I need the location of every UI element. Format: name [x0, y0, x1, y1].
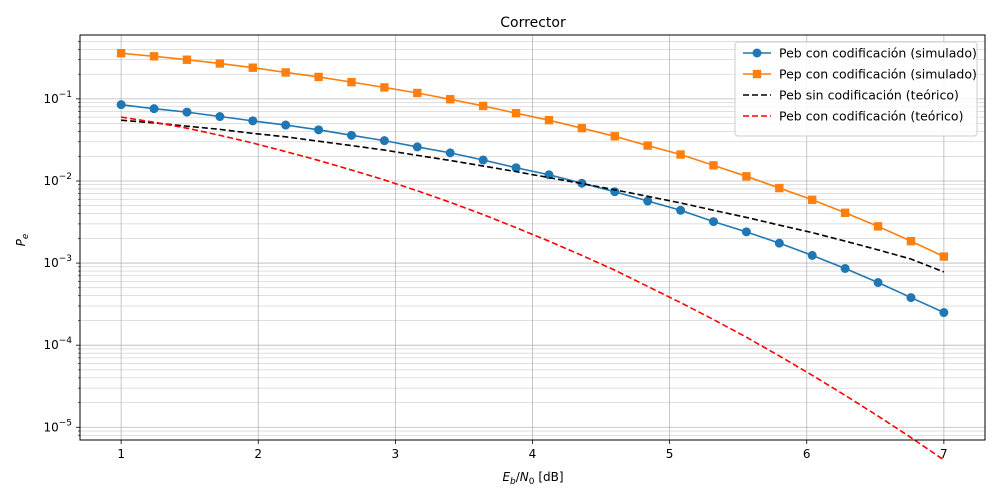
- data-point: [446, 95, 455, 104]
- data-point: [643, 141, 652, 150]
- x-axis-label: Eb/N0 [dB]: [502, 470, 563, 487]
- data-point: [741, 227, 751, 237]
- data-point: [281, 120, 291, 130]
- data-point: [709, 161, 718, 170]
- data-point: [412, 142, 422, 152]
- legend-marker: [752, 48, 762, 58]
- data-point: [577, 123, 587, 133]
- data-point: [676, 150, 685, 159]
- data-point: [873, 222, 883, 231]
- data-point: [445, 148, 455, 158]
- data-point: [182, 55, 192, 64]
- series-layer: [116, 49, 949, 461]
- series-1: [116, 100, 949, 318]
- data-point: [511, 163, 521, 173]
- data-point: [643, 196, 653, 206]
- legend-label: Peb con codificación (simulado): [779, 46, 977, 61]
- y-tick-label: 10−2: [43, 172, 72, 188]
- data-point: [544, 170, 554, 180]
- x-tick-label: 2: [254, 447, 262, 461]
- series-line: [121, 103, 945, 314]
- legend: Peb con codificación (simulado) Pep con c…: [734, 41, 978, 137]
- data-point: [906, 293, 916, 303]
- y-tick-label: 10−1: [43, 90, 72, 106]
- data-point: [873, 278, 883, 288]
- series-line: [121, 116, 945, 461]
- legend-item: Pep con codificación (simulado): [743, 67, 977, 82]
- chart-title: Corrector: [500, 15, 566, 31]
- legend-label: Pep con codificación (simulado): [779, 67, 977, 82]
- x-tick-label: 1: [117, 447, 125, 461]
- data-point: [840, 208, 850, 217]
- data-point: [413, 88, 422, 98]
- series-line: [121, 52, 945, 258]
- data-point: [577, 178, 587, 188]
- x-tick-label: 5: [666, 447, 674, 461]
- x-tick-label: 7: [940, 447, 948, 461]
- x-tick-label: 4: [529, 447, 537, 461]
- ticks: 10−1 10−2 10−3 10−4 10−5 1 2 3 4 5 6 7: [43, 41, 948, 461]
- data-point: [808, 195, 817, 204]
- data-point: [116, 49, 126, 58]
- data-point: [347, 130, 356, 140]
- legend-item: Peb con codificación (teórico): [743, 109, 963, 124]
- data-point: [676, 205, 686, 215]
- y-tick-label: 10−3: [43, 254, 72, 270]
- series-4: [121, 116, 945, 461]
- series-line: [121, 119, 945, 273]
- data-point: [314, 125, 324, 135]
- data-point: [610, 132, 619, 141]
- y-tick-label: 10−5: [43, 418, 72, 434]
- data-point: [248, 116, 258, 126]
- data-point: [314, 72, 323, 82]
- data-point: [281, 68, 290, 77]
- data-point: [380, 83, 389, 92]
- data-point: [742, 172, 751, 181]
- data-point: [116, 100, 126, 110]
- data-point: [774, 238, 784, 248]
- data-point: [544, 116, 554, 125]
- data-point: [511, 108, 521, 118]
- y-tick-label: 10−4: [43, 336, 72, 352]
- data-point: [149, 52, 159, 61]
- y-axis-label: Pe: [14, 233, 31, 246]
- data-point: [215, 112, 225, 122]
- data-point: [840, 263, 850, 273]
- data-point: [906, 236, 916, 246]
- data-point: [939, 252, 949, 261]
- legend-frame: [734, 41, 978, 137]
- data-point: [939, 308, 949, 318]
- data-point: [248, 63, 257, 72]
- legend-label: Peb sin codificación (teórico): [779, 88, 959, 103]
- x-tick-label: 3: [392, 447, 400, 461]
- data-point: [478, 101, 488, 111]
- legend-item: Peb sin codificación (teórico): [743, 88, 959, 103]
- x-tick-label: 6: [803, 447, 811, 461]
- legend-marker: [752, 69, 762, 79]
- series-3: [121, 119, 945, 273]
- legend-label: Peb con codificación (teórico): [779, 109, 963, 124]
- data-point: [347, 77, 356, 87]
- legend-item: Peb con codificación (simulado): [743, 46, 977, 61]
- series-2: [116, 49, 949, 261]
- data-point: [775, 183, 784, 193]
- data-point: [149, 104, 159, 114]
- data-point: [807, 250, 817, 260]
- data-point: [478, 155, 488, 165]
- data-point: [182, 107, 192, 117]
- data-point: [215, 59, 225, 68]
- data-point: [709, 217, 718, 227]
- data-point: [379, 136, 389, 146]
